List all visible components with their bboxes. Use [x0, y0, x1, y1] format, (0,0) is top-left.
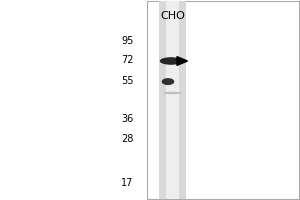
Bar — [166, 1, 179, 199]
Ellipse shape — [160, 57, 182, 65]
Text: 28: 28 — [121, 134, 134, 144]
Text: 95: 95 — [121, 36, 134, 46]
Text: 17: 17 — [121, 178, 134, 188]
Bar — [147, 1, 298, 199]
Polygon shape — [177, 57, 188, 65]
Ellipse shape — [162, 78, 174, 85]
Ellipse shape — [164, 92, 181, 94]
Text: CHO: CHO — [160, 11, 185, 21]
Text: 36: 36 — [121, 114, 134, 124]
Text: 55: 55 — [121, 76, 134, 86]
Bar — [159, 1, 186, 199]
Text: 72: 72 — [121, 55, 134, 65]
